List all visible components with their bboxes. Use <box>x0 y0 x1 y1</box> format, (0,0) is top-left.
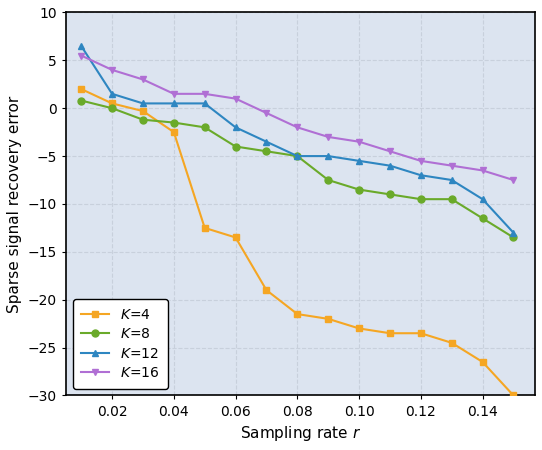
$K$=8 <box>356 187 363 192</box>
$K$=8 <box>109 105 115 111</box>
$K$=16 <box>140 77 146 82</box>
$K$=12 <box>233 125 239 130</box>
$K$=4 <box>356 326 363 331</box>
$K$=12 <box>263 139 270 144</box>
$K$=12 <box>325 153 332 159</box>
$K$=12 <box>386 163 393 168</box>
$K$=8 <box>263 148 270 154</box>
$K$=12 <box>202 101 208 106</box>
$K$=16 <box>448 163 455 168</box>
$K$=4 <box>202 225 208 230</box>
Legend: $K$=4, $K$=8, $K$=12, $K$=16: $K$=4, $K$=8, $K$=12, $K$=16 <box>73 299 168 388</box>
$K$=4 <box>140 108 146 114</box>
Line: $K$=12: $K$=12 <box>78 42 517 236</box>
$K$=4 <box>510 393 517 398</box>
$K$=8 <box>386 192 393 197</box>
$K$=16 <box>386 148 393 154</box>
$K$=12 <box>140 101 146 106</box>
$K$=8 <box>448 197 455 202</box>
$K$=16 <box>263 110 270 116</box>
$K$=12 <box>109 91 115 97</box>
$K$=8 <box>294 153 301 159</box>
$K$=8 <box>479 216 486 221</box>
$K$=4 <box>263 288 270 293</box>
$K$=12 <box>510 230 517 235</box>
$K$=16 <box>233 96 239 101</box>
$K$=12 <box>417 172 424 178</box>
$K$=16 <box>479 168 486 173</box>
X-axis label: Sampling rate $r$: Sampling rate $r$ <box>240 424 361 443</box>
$K$=16 <box>510 177 517 183</box>
Y-axis label: Sparse signal recovery error: Sparse signal recovery error <box>7 95 22 313</box>
$K$=8 <box>417 197 424 202</box>
$K$=8 <box>140 117 146 122</box>
$K$=4 <box>386 331 393 336</box>
$K$=4 <box>78 86 85 92</box>
$K$=16 <box>417 158 424 163</box>
$K$=4 <box>171 130 177 135</box>
$K$=16 <box>356 139 363 144</box>
$K$=16 <box>171 91 177 97</box>
$K$=4 <box>233 235 239 240</box>
$K$=8 <box>202 125 208 130</box>
$K$=16 <box>325 134 332 140</box>
Line: $K$=8: $K$=8 <box>78 97 517 241</box>
$K$=8 <box>233 144 239 149</box>
$K$=12 <box>171 101 177 106</box>
$K$=12 <box>448 177 455 183</box>
$K$=12 <box>294 153 301 159</box>
$K$=16 <box>78 53 85 58</box>
$K$=8 <box>510 235 517 240</box>
$K$=4 <box>448 340 455 346</box>
$K$=12 <box>78 43 85 49</box>
$K$=4 <box>109 101 115 106</box>
$K$=16 <box>294 125 301 130</box>
$K$=4 <box>479 359 486 364</box>
$K$=8 <box>78 98 85 103</box>
$K$=8 <box>171 120 177 125</box>
$K$=16 <box>202 91 208 97</box>
$K$=8 <box>325 177 332 183</box>
$K$=4 <box>294 311 301 317</box>
$K$=4 <box>417 331 424 336</box>
Line: $K$=16: $K$=16 <box>78 52 517 184</box>
$K$=16 <box>109 67 115 72</box>
Line: $K$=4: $K$=4 <box>78 86 517 399</box>
$K$=12 <box>479 197 486 202</box>
$K$=12 <box>356 158 363 163</box>
$K$=4 <box>325 316 332 322</box>
